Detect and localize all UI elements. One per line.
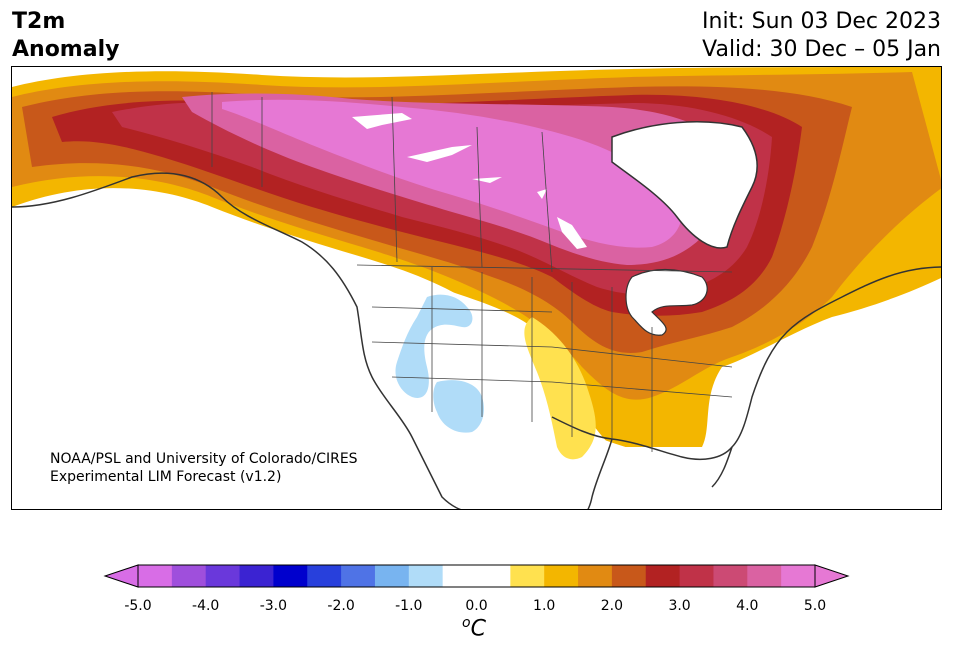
colorbar-tick-label: -3.0 — [259, 598, 288, 614]
colorbar-cell — [374, 565, 410, 587]
credit-line1: NOAA/PSL and University of Colorado/CIRE… — [50, 451, 358, 467]
colorbar-cell — [138, 565, 173, 587]
colorbar-outline — [137, 564, 816, 588]
title-line2: Anomaly — [12, 37, 120, 62]
colorbar-extend-max — [814, 564, 850, 588]
colorbar-cell — [341, 565, 376, 587]
colorbar-cell — [273, 565, 308, 587]
run-info: Init: Sun 03 Dec 2023 Valid: 30 Dec – 05… — [702, 8, 941, 64]
colorbar-tick-label: 5.0 — [803, 598, 827, 614]
colorbar-cell — [578, 565, 613, 587]
colorbar-tick-label: -1.0 — [395, 598, 423, 614]
map-panel: NOAA/PSL and University of Colorado/CIRE… — [11, 66, 942, 510]
colorbar-cell — [408, 565, 444, 587]
colorbar-cell — [307, 565, 342, 587]
lake-1 — [352, 113, 412, 129]
cool-anomaly-2 — [433, 380, 484, 433]
unit-degree: o — [462, 615, 471, 631]
colorbar-cell — [713, 565, 748, 587]
colorbar-cell — [442, 565, 477, 587]
colorbar-cells — [103, 564, 850, 588]
colorbar-tick-label: 2.0 — [600, 598, 624, 614]
colorbar-tick-label: 4.0 — [736, 598, 759, 614]
credit-text: NOAA/PSL and University of Colorado/CIRE… — [50, 450, 358, 486]
init-date: Init: Sun 03 Dec 2023 — [702, 9, 941, 34]
colorbar-cell — [510, 565, 545, 587]
colorbar-cell — [747, 565, 782, 587]
chart-title: T2m Anomaly — [12, 8, 119, 64]
colorbar-cell — [679, 565, 714, 587]
cool-anomaly-1 — [395, 294, 473, 398]
colorbar-cell — [205, 565, 241, 587]
colorbar-cell — [239, 565, 274, 587]
colorbar-cell — [781, 565, 816, 587]
valid-range: Valid: 30 Dec – 05 Jan — [702, 37, 941, 62]
colorbar-tick-label: -4.0 — [192, 598, 220, 614]
colorbar-extend-min — [103, 564, 139, 588]
neutral-us-west — [12, 207, 552, 509]
lake-5 — [537, 189, 547, 199]
unit-symbol: C — [470, 616, 486, 642]
lake-2 — [407, 145, 472, 162]
colorbar-cell — [544, 565, 579, 587]
colorbar-cell — [171, 565, 207, 587]
colorbar-cell — [476, 565, 511, 587]
anomaly-region-5c — [222, 99, 683, 248]
colorbar-tick-label: 1.0 — [533, 598, 556, 614]
political-borders — [211, 92, 733, 452]
lake-4 — [557, 217, 587, 249]
title-line1: T2m — [12, 9, 66, 34]
colorbar-cell — [611, 565, 647, 587]
colorbar-unit: oC — [462, 615, 486, 641]
credit-line2: Experimental LIM Forecast (v1.2) — [50, 469, 282, 485]
anomaly-map — [12, 67, 941, 509]
great-lakes — [625, 268, 708, 336]
colorbar-tick-label: -2.0 — [327, 598, 355, 614]
coastlines — [12, 172, 941, 509]
colorbar-tick-label: 0.0 — [465, 598, 488, 614]
anomaly-region-1c-south — [524, 317, 596, 460]
gulf-of-mexico — [532, 417, 941, 509]
colorbar-tick-label: 3.0 — [668, 598, 691, 614]
colorbar-cell — [645, 565, 681, 587]
colorbar-tick-label: -5.0 — [124, 598, 152, 614]
hudson-bay — [611, 121, 758, 249]
lake-3 — [472, 177, 502, 183]
